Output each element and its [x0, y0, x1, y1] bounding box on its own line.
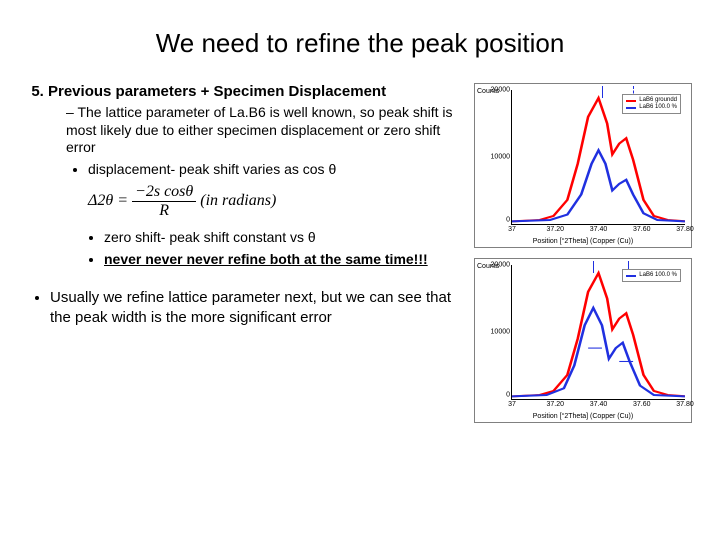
numbered-list: Previous parameters + Specimen Displacem… — [18, 83, 468, 178]
list-item-5: Previous parameters + Specimen Displacem… — [48, 83, 468, 178]
ytick: 10000 — [491, 329, 512, 336]
dash-item-1: The lattice parameter of La.B6 is well k… — [66, 104, 468, 178]
bullet-list-2: zero shift- peak shift constant vs θ nev… — [18, 229, 468, 268]
legend-swatch-icon — [626, 275, 636, 277]
bullet-never-text: never never never refine both at the sam… — [104, 251, 428, 267]
ytick: 20000 — [491, 262, 512, 269]
xtick: 37.20 — [546, 224, 564, 233]
bullet-zero-shift: zero shift- peak shift constant vs θ — [104, 229, 468, 247]
ytick: 20000 — [491, 87, 512, 94]
xtick: 37 — [508, 399, 516, 408]
dash-list: The lattice parameter of La.B6 is well k… — [48, 104, 468, 178]
formula-den: R — [132, 202, 196, 219]
chart-bottom-axes: 0 10000 20000 37 37.20 37.40 37.60 37.80… — [511, 265, 685, 400]
chart-bottom-legend: LaB6 100.0 % — [622, 269, 681, 282]
legend-row: LaB6 100.0 % — [626, 104, 677, 111]
xtick: 37.80 — [676, 224, 694, 233]
legend-swatch-icon — [626, 100, 636, 102]
formula-tail: (in radians) — [200, 192, 276, 209]
ytick: 0 — [506, 392, 512, 399]
formula-eq: = — [113, 192, 132, 209]
xtick: 37.80 — [676, 399, 694, 408]
chart-column: Counts 0 10000 20000 37 37.20 37.40 37.6… — [474, 83, 694, 423]
chart-bottom-xlabel: Position [°2Theta] (Copper (Cu)) — [475, 413, 691, 420]
formula-fraction: −2s cosθR — [132, 184, 196, 219]
page-title: We need to refine the peak position — [18, 28, 702, 59]
xtick: 37.40 — [590, 399, 608, 408]
series-blue-line — [512, 308, 685, 396]
chart-top: Counts 0 10000 20000 37 37.20 37.40 37.6… — [474, 83, 692, 248]
content-row: Previous parameters + Specimen Displacem… — [18, 83, 702, 423]
item5-heading: Previous parameters + Specimen Displacem… — [48, 83, 386, 100]
dash-item-1-text: The lattice parameter of La.B6 is well k… — [66, 104, 453, 155]
series-red-line — [512, 98, 685, 221]
bullet-displacement: displacement- peak shift varies as cos θ — [88, 161, 468, 179]
outer-bullet-item: Usually we refine lattice parameter next… — [50, 288, 468, 327]
ytick: 10000 — [491, 154, 512, 161]
xtick: 37.20 — [546, 399, 564, 408]
series-blue-line — [512, 150, 685, 221]
legend-row: LaB6 groundd — [626, 97, 677, 104]
series-red-line — [512, 273, 685, 396]
chart-top-legend: LaB6 groundd LaB6 100.0 % — [622, 94, 681, 114]
formula: Δ2θ = −2s cosθR (in radians) — [88, 184, 468, 219]
xtick: 37 — [508, 224, 516, 233]
formula-lhs: Δ2θ — [88, 192, 113, 209]
bullet-never: never never never refine both at the sam… — [104, 251, 468, 269]
chart-bottom-plot — [512, 265, 685, 399]
legend-label: LaB6 100.0 % — [639, 272, 677, 279]
formula-num: −2s cosθ — [132, 184, 196, 202]
legend-label: LaB6 100.0 % — [639, 104, 677, 111]
chart-top-xlabel: Position [°2Theta] (Copper (Cu)) — [475, 238, 691, 245]
bullet-list-1: displacement- peak shift varies as cos θ — [66, 161, 468, 179]
ytick: 0 — [506, 217, 512, 224]
xtick: 37.60 — [633, 399, 651, 408]
legend-label: LaB6 groundd — [639, 97, 677, 104]
outer-bullet-list: Usually we refine lattice parameter next… — [18, 288, 468, 327]
chart-bottom: Counts 0 10000 20000 37 37.20 37.40 — [474, 258, 692, 423]
legend-swatch-icon — [626, 107, 636, 109]
slide: We need to refine the peak position Prev… — [0, 0, 720, 540]
xtick: 37.40 — [590, 224, 608, 233]
xtick: 37.60 — [633, 224, 651, 233]
legend-row: LaB6 100.0 % — [626, 272, 677, 279]
chart-top-axes: 0 10000 20000 37 37.20 37.40 37.60 37.80… — [511, 90, 685, 225]
text-column: Previous parameters + Specimen Displacem… — [18, 83, 468, 423]
